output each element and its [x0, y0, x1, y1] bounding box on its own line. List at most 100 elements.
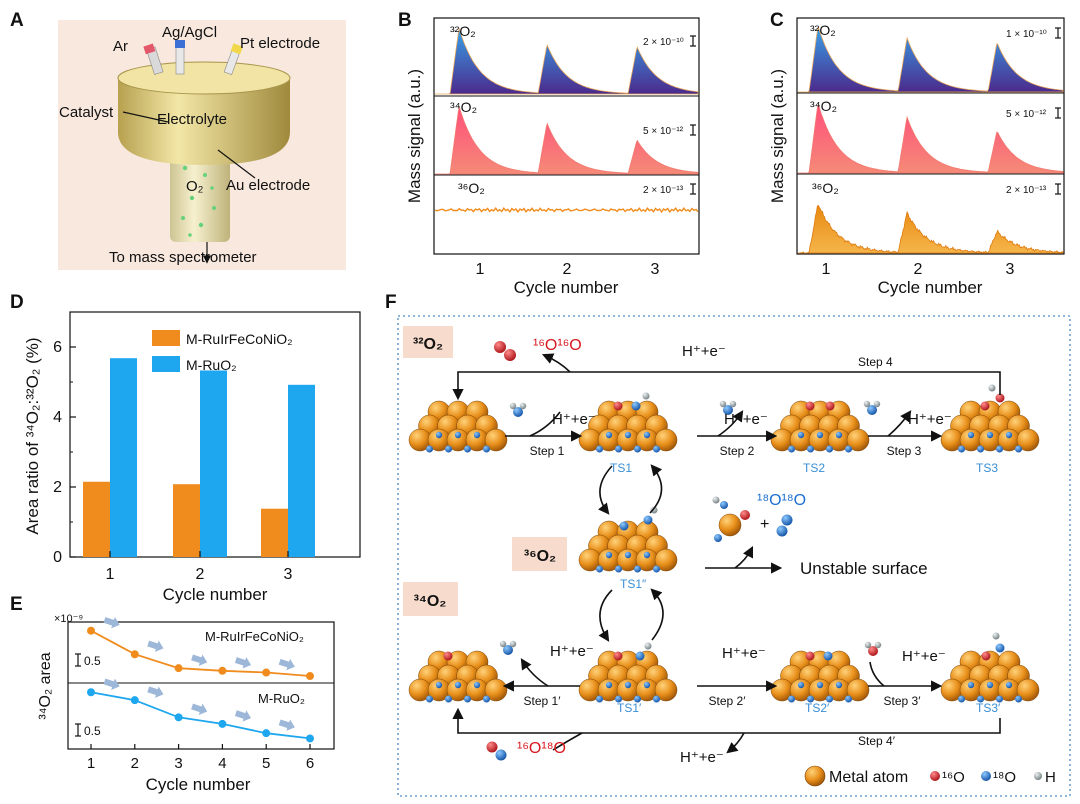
panel-e-xtick-2: 2	[131, 755, 139, 772]
o18-atom-icon	[605, 551, 613, 559]
label-ag-agcl: Ag/AgCl	[162, 24, 217, 41]
cell-top	[117, 61, 291, 95]
o16-atom-icon	[868, 646, 878, 656]
panel-e-line-rulrfeconio2	[90, 629, 311, 677]
panel-c-xtick-3: 3	[1006, 261, 1015, 278]
slab-initial-34o2	[408, 650, 508, 703]
o16-atom-icon	[740, 510, 750, 520]
he-step2p: H⁺+e⁻	[722, 645, 766, 662]
panel-e-xtick-6: 6	[306, 755, 314, 772]
o18-atom-icon	[483, 695, 490, 703]
panel-b-frame	[433, 17, 700, 255]
o18-atom-icon	[643, 515, 653, 525]
slab-ts1-double-prime	[578, 506, 678, 573]
legend-o18: ¹⁸O	[993, 769, 1016, 786]
o18-atom-icon	[816, 681, 824, 689]
panel-b-trace-34o2	[435, 106, 699, 175]
panel-e-line-ruo2	[90, 691, 311, 740]
catalyst-slabs	[408, 341, 1040, 761]
panel-e-trend-arrow-icon	[147, 686, 164, 698]
h-atom-icon	[650, 506, 658, 514]
legend-metal-atom: Metal atom	[829, 769, 908, 786]
o18-atom-icon	[435, 431, 443, 439]
o16-atom-icon	[805, 401, 815, 411]
o18-atom-icon	[435, 681, 443, 689]
h-atom-icon	[519, 402, 527, 410]
o18-atom-icon	[823, 651, 833, 661]
product-18o18o: ¹⁸O¹⁸O	[757, 492, 806, 509]
h-atom-icon	[712, 496, 720, 504]
au-electrode-tube	[170, 150, 230, 242]
badge-32o2-label: ³²O₂	[413, 336, 443, 353]
panel-c-ylabel: Mass signal (a.u.)	[768, 69, 787, 203]
metal-atom-icon	[846, 678, 870, 702]
h-atom-icon	[509, 640, 517, 648]
panel-e-xtick-1: 1	[87, 755, 95, 772]
o18-atom-icon	[835, 681, 843, 689]
panel-e-series1-label: M-RuIrFeCoNiO₂	[205, 629, 304, 644]
panel-e-trend-arrow-icon	[191, 654, 208, 666]
product-16o18o: ¹⁶O¹⁸O	[517, 740, 566, 757]
legend-swatch-rulrfeconio2	[152, 330, 180, 346]
legend-label-rulrfeconio2: M-RuIrFeCoNiO₂	[186, 331, 293, 347]
slab-ts2-prime	[770, 650, 870, 703]
o18-atom-icon	[788, 445, 795, 453]
panel-d-xtick-2: 2	[196, 566, 205, 583]
panel-e-series2-label: M-RuO₂	[258, 691, 305, 706]
panel-a-letter: A	[10, 10, 24, 31]
panel-b-xtick-3: 3	[651, 261, 660, 278]
bar-rulrfeconio2-cycle-1	[83, 481, 110, 557]
o18-atom-icon	[635, 651, 645, 661]
panel-b-xtick-1: 1	[476, 261, 485, 278]
label-electrolyte: Electrolyte	[157, 111, 227, 128]
panel-e-ylabel: ³⁴O₂ area	[37, 652, 54, 719]
panel-b-scale3: 2 × 10⁻¹³	[643, 185, 684, 196]
panel-c-xlabel: Cycle number	[878, 278, 983, 297]
o16-atom-icon	[980, 401, 990, 411]
o18-atom-icon	[483, 445, 490, 453]
o18-atom-icon	[1015, 695, 1022, 703]
o18-atom-icon	[634, 695, 641, 703]
o18-atom-icon	[1005, 681, 1013, 689]
panel-b-xlabel: Cycle number	[514, 278, 619, 297]
o18-atom-icon	[781, 514, 793, 526]
bar-ruo2-cycle-2	[200, 370, 227, 557]
bar-rulrfeconio2-cycle-2	[173, 484, 200, 557]
panel-b-trace2-label: ³⁴O₂	[450, 99, 477, 115]
panel-e-trend-arrow-icon	[147, 640, 164, 652]
panel-c-scale-bars	[1055, 27, 1061, 195]
panel-e-frame	[67, 621, 335, 750]
panel-b-scale2: 5 × 10⁻¹²	[643, 126, 684, 137]
slab-ts3-prime	[940, 632, 1040, 703]
ag-agcl-electrode	[175, 43, 185, 75]
o18-atom-icon	[986, 431, 994, 439]
panel-c-scale1: 1 × 10⁻¹⁰	[1006, 29, 1047, 40]
o18-atom-icon	[977, 695, 984, 703]
o18-atom-icon	[967, 431, 975, 439]
panel-e-point-rulrfeconio2-2	[130, 650, 139, 659]
o16-atom-icon	[981, 651, 991, 661]
ar-inlet-cap	[143, 43, 156, 55]
panel-d-letter: D	[10, 292, 24, 313]
o18-atom-icon	[797, 431, 805, 439]
panel-e-trend-arrow-icon	[103, 678, 120, 690]
panel-e-point-ruo2-5	[262, 729, 271, 738]
step-3-prime: Step 3′	[884, 694, 922, 708]
o18-atom-icon	[788, 695, 795, 703]
h-atom-icon	[509, 402, 517, 410]
he-step4p: H⁺+e⁻	[680, 749, 724, 766]
o18-atom-icon	[986, 681, 994, 689]
panel-a: A Ar Ag/AgCl Pt electrode Catalyst Elect…	[10, 10, 346, 270]
product-16o16o: ¹⁶O¹⁶O	[533, 337, 582, 354]
panel-e-trend-arrow-icon	[103, 617, 120, 629]
metal-atom-icon	[484, 428, 508, 452]
o18-atom-icon	[816, 431, 824, 439]
step-1-prime: Step 1′	[524, 694, 562, 708]
badge-34o2-label: ³⁴O₂	[414, 593, 447, 610]
legend-h: H	[1045, 769, 1056, 786]
bar-ruo2-cycle-1	[110, 358, 137, 557]
o18-atom-icon	[615, 445, 622, 453]
step-1: Step 1	[530, 444, 565, 458]
